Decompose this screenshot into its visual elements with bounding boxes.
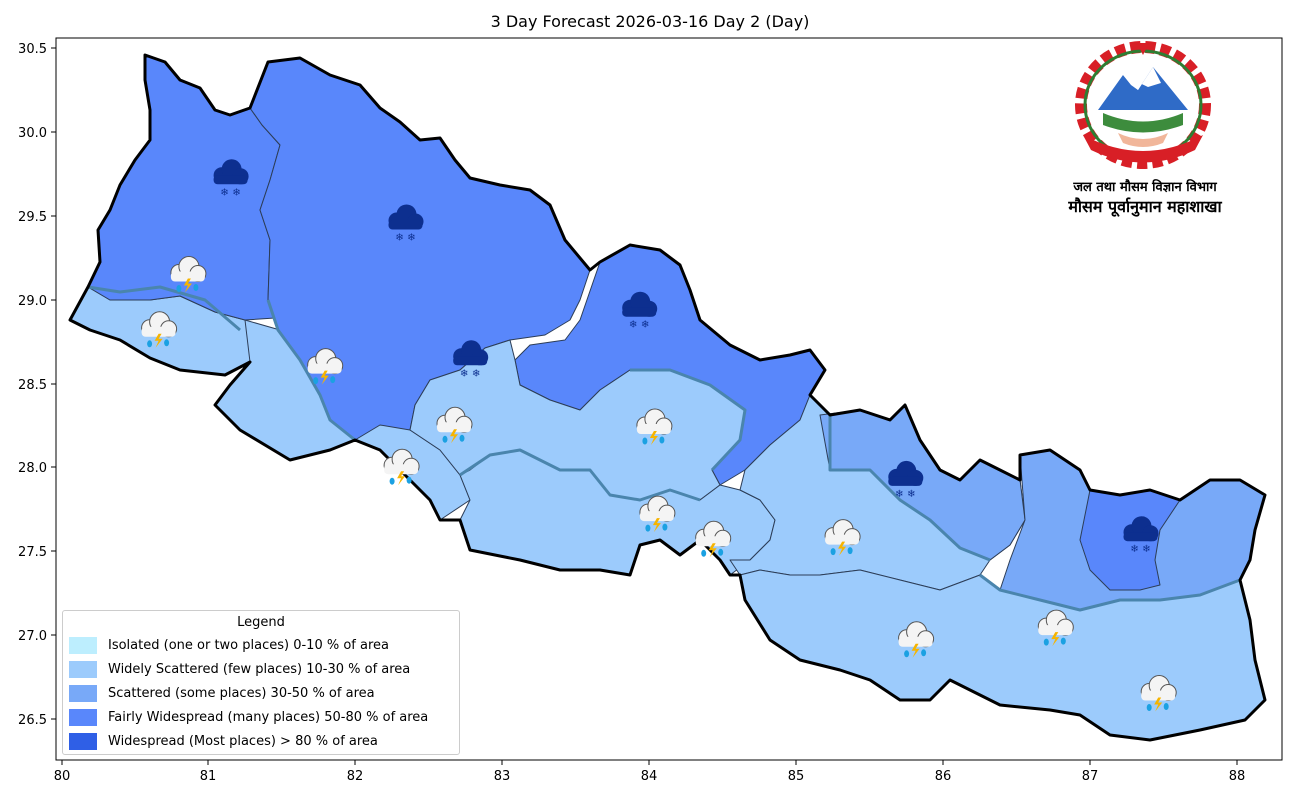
x-tick-label: 88 <box>1229 769 1246 784</box>
x-tick-label: 81 <box>200 769 217 784</box>
thunder-rain-icon <box>636 408 673 445</box>
svg-text:❄: ❄ <box>460 368 468 379</box>
legend-swatch <box>69 684 97 702</box>
y-tick-label: 30.0 <box>18 126 47 141</box>
svg-text:❄: ❄ <box>895 489 903 500</box>
x-tick-label: 83 <box>494 769 511 784</box>
x-tick-label: 84 <box>641 769 658 784</box>
legend-title: Legend <box>237 615 285 630</box>
thunder-rain-icon <box>1037 609 1074 647</box>
snow-cloud-icon: ❄ ❄ <box>213 159 249 198</box>
legend-swatch <box>69 660 97 678</box>
svg-text:❄: ❄ <box>641 320 649 331</box>
axis-ticks <box>51 47 1238 765</box>
thunder-rain-icon <box>824 519 861 556</box>
legend-label: Widely Scattered (few places) 10-30 % of… <box>108 661 411 677</box>
nepal-boundary <box>68 53 1267 742</box>
x-tick-label: 80 <box>54 769 71 784</box>
snow-cloud-icon: ❄ ❄ <box>453 340 489 379</box>
y-tick-label: 29.0 <box>18 294 47 309</box>
province-border-koshi <box>979 573 1241 612</box>
legend-item: Fairly Widespread (many places) 50-80 % … <box>69 707 428 727</box>
svg-text:❄: ❄ <box>1142 544 1150 555</box>
y-tick-label: 26.5 <box>18 713 47 728</box>
thunder-rain-icon <box>1140 675 1177 712</box>
svg-text:❄: ❄ <box>232 187 240 198</box>
snow-cloud-icon: ❄ ❄ <box>888 460 924 500</box>
legend-swatch <box>69 636 97 654</box>
legend: Legend Isolated (one or two places) 0-10… <box>62 610 460 755</box>
x-tick-label: 87 <box>1082 769 1099 784</box>
x-tick-labels: 80 81 82 83 84 85 86 87 88 <box>54 769 1246 784</box>
y-tick-label: 28.5 <box>18 378 47 393</box>
legend-item: Widely Scattered (few places) 10-30 % of… <box>69 659 410 679</box>
svg-text:❄: ❄ <box>472 368 480 379</box>
svg-text:❄: ❄ <box>629 320 637 331</box>
thunder-rain-icon <box>307 348 344 385</box>
svg-text:❄: ❄ <box>395 233 403 244</box>
y-tick-label: 29.5 <box>18 210 47 225</box>
thunder-rain-icon <box>436 406 473 444</box>
emblem-caption-division: मौसम पूर्वानुमान महाशाखा <box>1068 197 1222 216</box>
province-border-bagmati <box>828 415 991 562</box>
y-tick-labels: 30.5 30.0 29.5 29.0 28.5 28.0 27.5 27.0 … <box>18 42 47 728</box>
thunder-rain-icon <box>141 311 178 348</box>
snow-cloud-icon: ❄ ❄ <box>622 291 658 331</box>
province-border-gandaki <box>630 368 747 472</box>
svg-text:❄: ❄ <box>407 233 415 244</box>
svg-text:❄: ❄ <box>907 489 915 500</box>
legend-label: Scattered (some places) 30-50 % of area <box>108 685 375 701</box>
legend-swatch <box>69 732 97 750</box>
y-tick-label: 28.0 <box>18 461 47 476</box>
legend-label: Isolated (one or two places) 0-10 % of a… <box>108 637 389 653</box>
thunder-rain-icon <box>639 495 676 533</box>
province-border-west <box>87 285 241 332</box>
x-tick-label: 85 <box>788 769 805 784</box>
province-borders <box>87 285 1241 612</box>
y-tick-label: 27.0 <box>18 629 47 644</box>
province-border-lumbini <box>459 448 701 502</box>
thunder-rain-icon <box>170 256 207 293</box>
legend-swatch <box>69 708 97 726</box>
x-tick-label: 86 <box>935 769 952 784</box>
snow-cloud-icon: ❄ ❄ <box>1123 516 1159 555</box>
map-title: 3 Day Forecast 2026-03-16 Day 2 (Day) <box>490 12 810 31</box>
y-tick-label: 27.5 <box>18 545 47 560</box>
legend-item: Scattered (some places) 30-50 % of area <box>69 683 375 703</box>
thunder-rain-icon <box>383 448 420 486</box>
snow-cloud-icon: ❄ ❄ <box>388 204 424 244</box>
province-border-karnali <box>266 299 356 442</box>
thunder-rain-icon <box>898 621 935 658</box>
legend-label: Fairly Widespread (many places) 50-80 % … <box>108 709 429 725</box>
legend-label: Widespread (Most places) > 80 % of area <box>108 733 378 749</box>
svg-text:❄: ❄ <box>1130 544 1138 555</box>
thunder-rain-icon <box>695 520 732 558</box>
legend-item: Isolated (one or two places) 0-10 % of a… <box>69 635 389 655</box>
legend-item: Widespread (Most places) > 80 % of area <box>69 731 378 751</box>
nepal-emblem-icon <box>1075 41 1211 169</box>
x-tick-label: 82 <box>347 769 364 784</box>
svg-text:❄: ❄ <box>220 187 228 198</box>
y-tick-label: 30.5 <box>18 42 47 57</box>
emblem-caption-department: जल तथा मौसम विज्ञान विभाग <box>1073 180 1217 195</box>
weather-icons: ❄ ❄❄ ❄❄ ❄❄ ❄❄ ❄❄ ❄ <box>141 159 1177 712</box>
